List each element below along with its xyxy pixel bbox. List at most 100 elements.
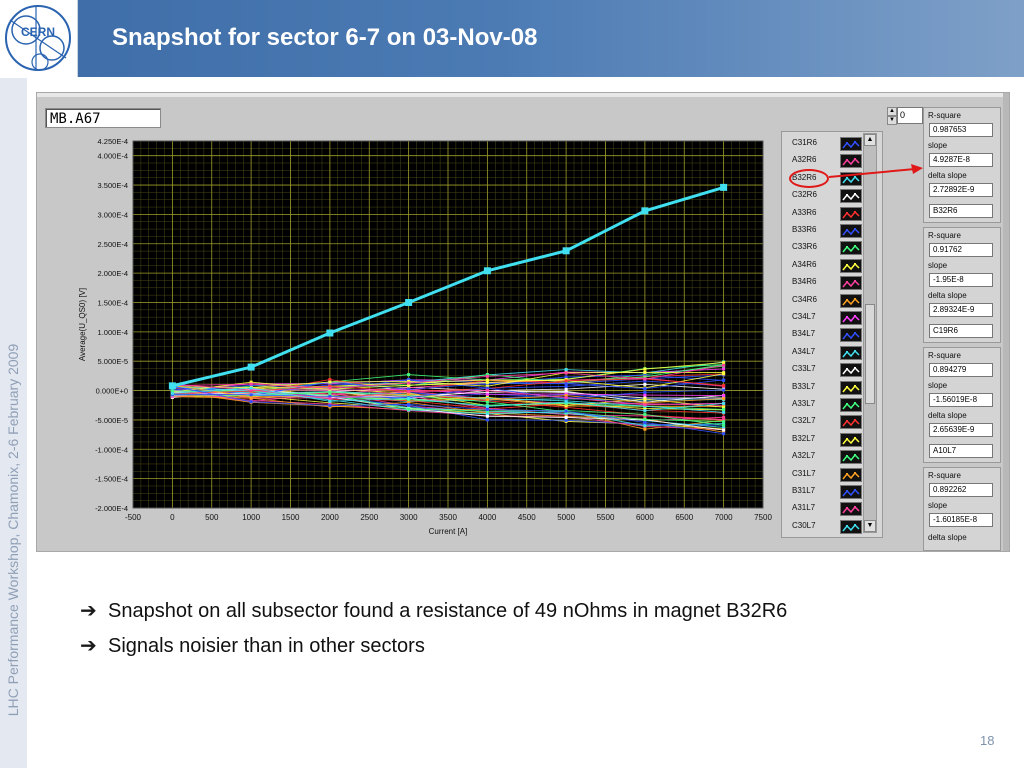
legend-item[interactable]: A32L7 bbox=[786, 449, 862, 466]
legend-swatch-icon bbox=[840, 380, 862, 395]
noise-series-point bbox=[485, 400, 489, 404]
legend-item[interactable]: C34R6 bbox=[786, 293, 862, 310]
legend-item[interactable]: A32R6 bbox=[786, 153, 862, 170]
scroll-up-icon[interactable]: ▲ bbox=[864, 134, 876, 146]
legend-item[interactable]: A31L7 bbox=[786, 501, 862, 518]
legend-item[interactable]: A34R6 bbox=[786, 258, 862, 275]
cern-logo: CERN bbox=[0, 0, 78, 77]
legend-item[interactable]: C32R6 bbox=[786, 188, 862, 205]
legend-swatch-icon bbox=[840, 502, 862, 517]
noise-series-point bbox=[722, 425, 726, 429]
legend-label: B34R6 bbox=[792, 277, 817, 287]
x-tick-label: 7000 bbox=[715, 513, 733, 522]
noise-series-point bbox=[643, 397, 647, 401]
legend-item[interactable]: C32L7 bbox=[786, 414, 862, 431]
r-square-label: R-square bbox=[928, 231, 961, 240]
x-tick-label: 3500 bbox=[439, 513, 457, 522]
noise-series-point bbox=[722, 423, 726, 427]
noise-series-point bbox=[485, 388, 489, 392]
y-tick-label: -1.500E-4 bbox=[95, 475, 128, 484]
legend-item[interactable]: A33L7 bbox=[786, 397, 862, 414]
legend-item[interactable]: C33R6 bbox=[786, 240, 862, 257]
y-tick-label: 4.250E-4 bbox=[98, 137, 128, 146]
scroll-thumb[interactable] bbox=[865, 304, 875, 404]
y-tick-label: 2.000E-4 bbox=[98, 269, 128, 278]
noise-series-point bbox=[564, 418, 568, 422]
noise-series-point bbox=[249, 388, 253, 392]
noise-series-line bbox=[172, 384, 724, 404]
x-axis-label: Current [A] bbox=[429, 527, 468, 536]
legend-item[interactable]: B33R6 bbox=[786, 223, 862, 240]
noise-series-point bbox=[485, 409, 489, 413]
noise-series-point bbox=[249, 393, 253, 397]
noise-series-point bbox=[564, 392, 568, 396]
r-square-value: 0.894279 bbox=[929, 363, 993, 377]
noise-series-point bbox=[564, 415, 568, 419]
legend-item[interactable]: B34R6 bbox=[786, 275, 862, 292]
noise-series-point bbox=[564, 371, 568, 375]
noise-series-line bbox=[172, 387, 724, 400]
window-scrollbar[interactable] bbox=[1003, 93, 1009, 551]
legend-swatch-icon bbox=[840, 258, 862, 273]
bullet-list: ➔ Snapshot on all subsector found a resi… bbox=[80, 598, 960, 668]
legend-swatch-icon bbox=[840, 137, 862, 151]
legend-item[interactable]: C34L7 bbox=[786, 310, 862, 327]
noise-series-line bbox=[172, 388, 724, 397]
noise-series-point bbox=[722, 363, 726, 367]
noise-series-point bbox=[485, 374, 489, 378]
legend-label: B31L7 bbox=[792, 486, 816, 495]
r-square-value: 0.892262 bbox=[929, 483, 993, 497]
legend-label: C30L7 bbox=[792, 520, 816, 530]
legend-item[interactable]: C33L7 bbox=[786, 362, 862, 379]
increment-icon[interactable]: ▲ bbox=[887, 107, 897, 116]
slope-value: -1.60185E-8 bbox=[929, 513, 993, 527]
legend-item[interactable]: B31L7 bbox=[786, 484, 862, 501]
magnet-name-value: C19R6 bbox=[929, 324, 993, 338]
noise-series-point bbox=[643, 403, 647, 407]
noise-series-point bbox=[249, 386, 253, 390]
noise-series-point bbox=[722, 388, 726, 392]
legend-item[interactable]: C31R6 bbox=[786, 136, 862, 153]
decrement-icon[interactable]: ▼ bbox=[887, 116, 897, 125]
magnet-name-field[interactable]: MB.A67 bbox=[45, 108, 161, 128]
noise-series-point bbox=[485, 404, 489, 408]
noise-series-point bbox=[249, 395, 253, 399]
legend-item[interactable]: A34L7 bbox=[786, 345, 862, 362]
noise-series-point bbox=[643, 370, 647, 374]
highlight-series-point bbox=[326, 329, 334, 337]
legend-scrollbar[interactable]: ▲ ▼ bbox=[863, 133, 877, 533]
waveform-graph[interactable]: -500 0 500 1000 1500 2000 2500 3000 3500 4000 4500… bbox=[45, 131, 779, 546]
noise-series-line bbox=[172, 390, 724, 431]
noise-series-point bbox=[643, 417, 647, 421]
legend-item[interactable]: B32L7 bbox=[786, 432, 862, 449]
index-control[interactable]: ▲ ▼ 0 bbox=[887, 107, 925, 125]
index-value[interactable]: 0 bbox=[897, 107, 923, 124]
r-square-label: R-square bbox=[928, 471, 961, 480]
window-top-strip bbox=[37, 93, 1009, 97]
x-tick-label: 2000 bbox=[321, 513, 339, 522]
legend-label: C34L7 bbox=[792, 312, 816, 321]
scroll-down-icon[interactable]: ▼ bbox=[864, 520, 876, 532]
noise-series-point bbox=[328, 404, 332, 408]
r-square-label: R-square bbox=[928, 111, 961, 120]
y-tick-label: -1.000E-4 bbox=[95, 445, 128, 454]
noise-series-point bbox=[722, 432, 726, 436]
noise-series-line bbox=[172, 385, 724, 435]
noise-series-point bbox=[722, 405, 726, 409]
legend-item[interactable]: B34L7 bbox=[786, 327, 862, 344]
noise-series-point bbox=[485, 378, 489, 382]
y-tick-label: 4.000E-4 bbox=[98, 152, 128, 161]
legend-item[interactable]: C30L7 bbox=[786, 519, 862, 536]
legend-item[interactable]: A33R6 bbox=[786, 206, 862, 223]
slope-value: -1.95E-8 bbox=[929, 273, 993, 287]
noise-series-point bbox=[564, 394, 568, 398]
noise-series-point bbox=[485, 414, 489, 418]
noise-series-point bbox=[722, 394, 726, 398]
noise-series-point bbox=[564, 368, 568, 372]
noise-series-point bbox=[485, 397, 489, 401]
legend-swatch-icon bbox=[840, 189, 862, 204]
noise-series-point bbox=[407, 402, 411, 406]
delta-slope-label: delta slope bbox=[928, 533, 967, 542]
legend-item[interactable]: C31L7 bbox=[786, 467, 862, 484]
legend-item[interactable]: B33L7 bbox=[786, 380, 862, 397]
